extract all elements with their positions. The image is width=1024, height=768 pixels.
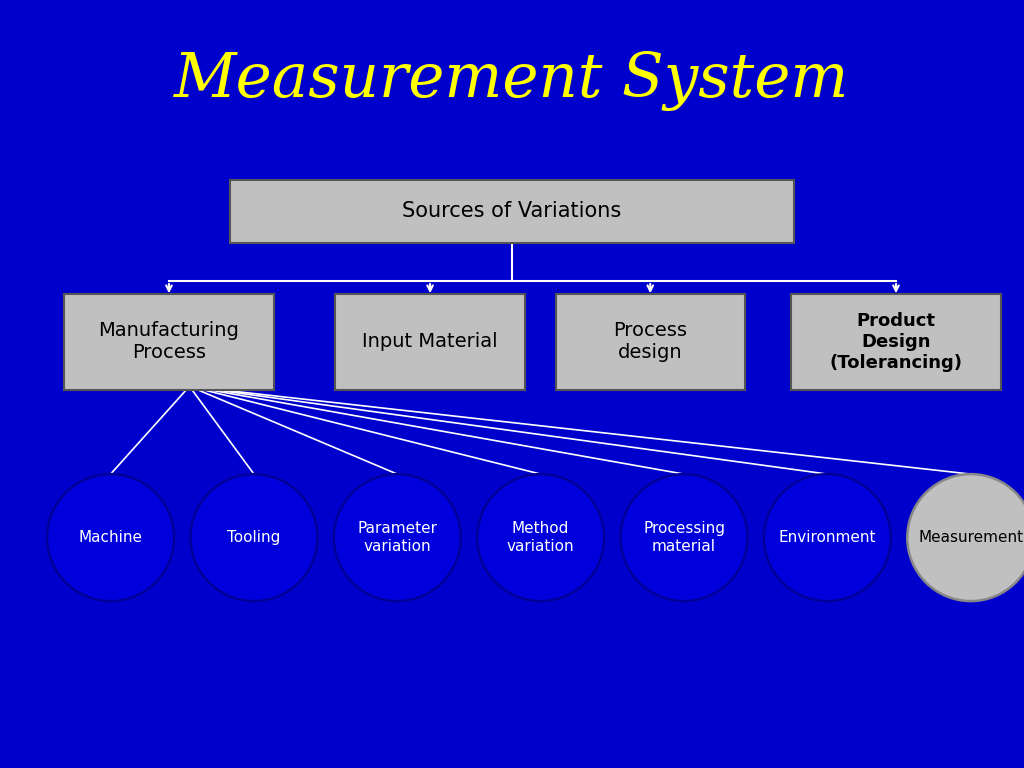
FancyBboxPatch shape [791, 294, 1001, 390]
Text: Processing
material: Processing material [643, 521, 725, 554]
Text: Method
variation: Method variation [507, 521, 574, 554]
Text: Manufacturing
Process: Manufacturing Process [98, 321, 240, 362]
Ellipse shape [190, 474, 317, 601]
Text: Input Material: Input Material [362, 333, 498, 351]
FancyBboxPatch shape [336, 294, 524, 390]
FancyBboxPatch shape [63, 294, 274, 390]
Text: Machine: Machine [79, 530, 142, 545]
Ellipse shape [621, 474, 748, 601]
FancyBboxPatch shape [555, 294, 745, 390]
Text: Sources of Variations: Sources of Variations [402, 201, 622, 221]
Ellipse shape [334, 474, 461, 601]
Ellipse shape [47, 474, 174, 601]
Text: Tooling: Tooling [227, 530, 281, 545]
Text: Measurement: Measurement [919, 530, 1023, 545]
Ellipse shape [764, 474, 891, 601]
Ellipse shape [907, 474, 1024, 601]
Text: Environment: Environment [778, 530, 877, 545]
Text: Measurement System: Measurement System [174, 51, 850, 111]
Text: Parameter
variation: Parameter variation [357, 521, 437, 554]
FancyBboxPatch shape [230, 180, 794, 243]
Ellipse shape [477, 474, 604, 601]
Text: Process
design: Process design [613, 321, 687, 362]
Text: Product
Design
(Tolerancing): Product Design (Tolerancing) [829, 312, 963, 372]
